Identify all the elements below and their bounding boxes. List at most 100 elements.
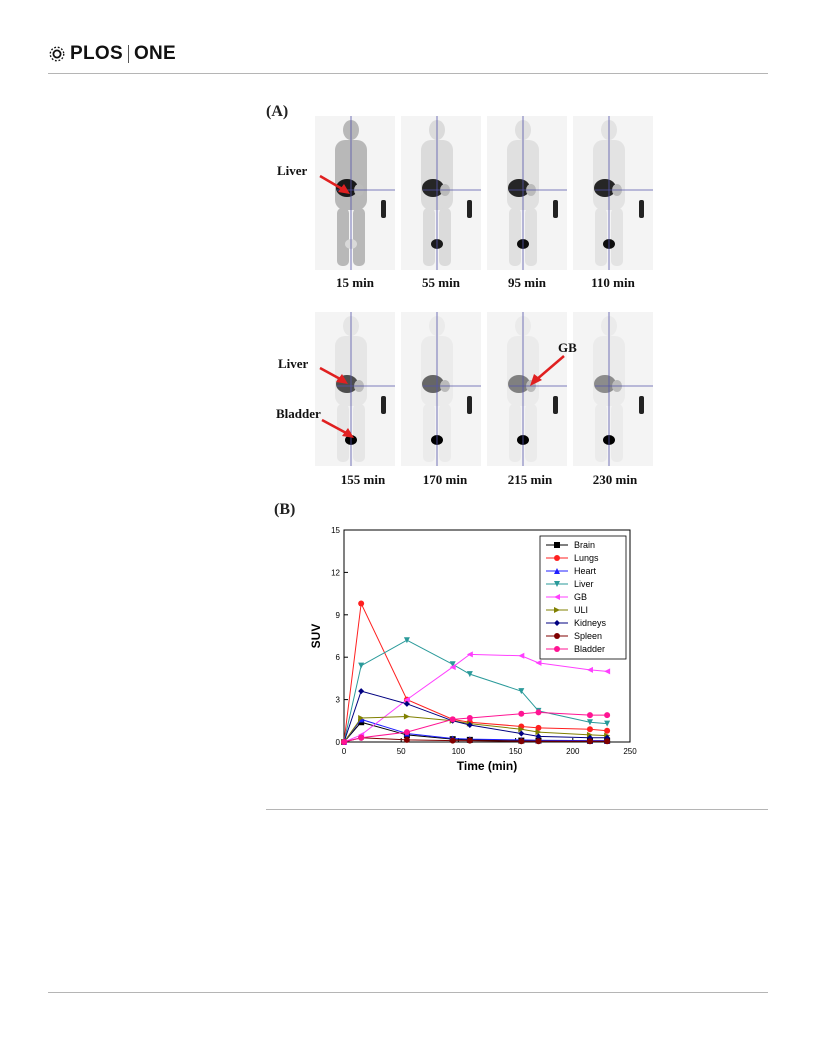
y-tick-label: 9: [336, 611, 341, 620]
data-point: [518, 738, 525, 745]
y-tick-label: 12: [331, 568, 340, 577]
data-point: [358, 688, 365, 695]
liver-annotation: Liver: [277, 163, 308, 178]
x-tick-label: 250: [623, 747, 637, 756]
data-point: [403, 736, 410, 743]
legend-entry: Brain: [546, 540, 595, 550]
data-point: [358, 734, 365, 741]
x-axis-label: Time (min): [457, 759, 517, 773]
data-point: [604, 720, 611, 727]
legend-entry: GB: [546, 592, 587, 602]
series-kidneys: [341, 688, 611, 745]
data-point: [466, 671, 473, 678]
time-label: 95 min: [508, 275, 546, 290]
data-point: [403, 729, 410, 736]
data-point: [535, 729, 542, 736]
bladder-annotation: Bladder: [276, 406, 321, 421]
panel-a-label: (A): [266, 103, 289, 120]
pet-scan-image: [487, 312, 567, 466]
arrow-icon: [321, 418, 354, 438]
x-tick-label: 0: [342, 747, 347, 756]
arrow-icon: [319, 174, 350, 194]
data-point: [403, 700, 410, 707]
data-point: [518, 710, 525, 717]
arrow-icon: [530, 355, 565, 386]
time-label: 215 min: [507, 472, 553, 487]
time-label: 230 min: [592, 472, 638, 487]
data-point: [518, 730, 525, 737]
liver-annotation: Liver: [278, 356, 309, 371]
journal-name-right: ONE: [133, 43, 177, 64]
data-point: [554, 594, 560, 600]
data-point: [554, 633, 560, 639]
pet-scan-image: [573, 312, 653, 466]
y-tick-label: 3: [336, 696, 341, 705]
data-point: [466, 714, 473, 721]
liver-uptake: [594, 179, 616, 197]
data-point: [358, 714, 365, 721]
data-point: [449, 737, 456, 744]
legend-label: ULI: [574, 605, 588, 615]
liver-uptake: [508, 375, 530, 393]
legend-entry: Bladder: [546, 644, 605, 654]
data-point: [403, 696, 410, 703]
legend-box: [539, 535, 627, 660]
legend-label: Heart: [574, 566, 597, 576]
data-point: [358, 600, 365, 607]
data-point: [604, 668, 611, 675]
data-point: [535, 709, 542, 716]
y-tick-label: 6: [336, 653, 341, 662]
data-point: [518, 726, 525, 733]
data-point: [466, 737, 473, 744]
pet-scan-image: [401, 312, 481, 466]
figure-rule: [266, 809, 768, 810]
suv-line-chart: 0 50 100 150 200 250 0 3 6 9 12 15 Time (min) SUV Brai…: [309, 526, 637, 773]
pet-scan-image: [573, 116, 653, 270]
pet-scan-image: [401, 116, 481, 270]
legend-entry: Lungs: [546, 553, 599, 563]
scan-row-2: [315, 312, 653, 472]
plos-logo-icon: [49, 46, 65, 62]
series-bladder: [341, 709, 611, 745]
y-axis-label: SUV: [309, 624, 323, 649]
data-point: [403, 637, 410, 644]
liver-uptake: [508, 179, 530, 197]
data-point: [518, 688, 525, 695]
legend-entry: Liver: [546, 579, 594, 589]
data-point: [554, 581, 560, 587]
data-point: [604, 727, 611, 734]
data-point: [586, 666, 593, 673]
data-point: [449, 716, 456, 723]
liver-uptake: [422, 179, 444, 197]
data-point: [535, 724, 542, 731]
data-point: [535, 659, 542, 666]
x-tick-label: 150: [509, 747, 523, 756]
data-point: [554, 620, 560, 626]
data-point: [586, 738, 593, 745]
data-point: [403, 713, 410, 720]
data-point: [341, 739, 347, 745]
legend-label: Spleen: [574, 631, 602, 641]
data-point: [586, 719, 593, 726]
legend-label: Lungs: [574, 553, 599, 563]
data-point: [554, 542, 560, 548]
time-label: 110 min: [591, 275, 635, 290]
legend-label: GB: [574, 592, 587, 602]
y-tick-label: 0: [336, 738, 341, 747]
data-point: [554, 568, 560, 574]
legend-label: Brain: [574, 540, 595, 550]
journal-header: PLOS ONE: [48, 42, 176, 66]
scan-row-1: [315, 116, 653, 276]
data-point: [604, 712, 611, 719]
data-point: [358, 662, 365, 669]
time-label: 15 min: [336, 275, 374, 290]
legend-label: Liver: [574, 579, 594, 589]
x-tick-label: 50: [397, 747, 406, 756]
pet-scan-image: [487, 116, 567, 270]
liver-uptake: [422, 375, 444, 393]
header-rule: [48, 73, 768, 74]
liver-uptake: [594, 375, 616, 393]
y-tick-label: 15: [331, 526, 340, 535]
data-point: [449, 664, 456, 671]
legend-entry: Spleen: [546, 631, 602, 641]
